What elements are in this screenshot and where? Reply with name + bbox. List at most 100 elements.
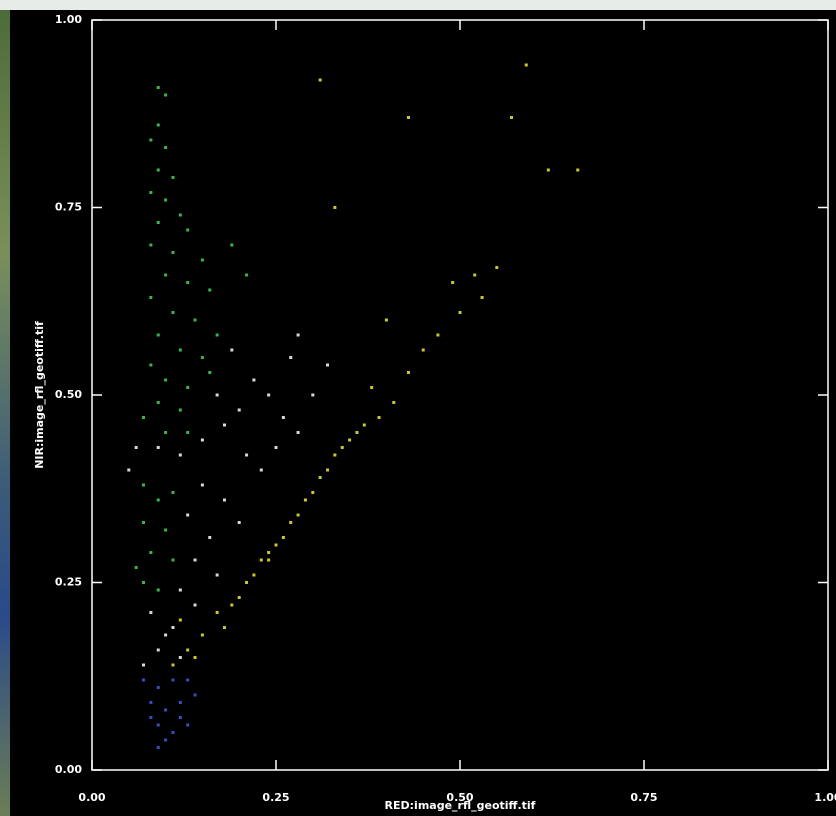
- scatter-point: [208, 288, 212, 292]
- scatter-point: [149, 701, 153, 704]
- scatter-point: [186, 648, 190, 652]
- scatter-point: [473, 273, 477, 277]
- scatter-point: [384, 318, 388, 322]
- scatter-point: [149, 716, 153, 719]
- scatter-point: [200, 438, 204, 442]
- scatter-point: [267, 558, 271, 562]
- scatter-point: [281, 416, 285, 419]
- scatter-point: [318, 476, 322, 479]
- scatter-point: [178, 348, 182, 352]
- scatter-point: [134, 566, 138, 569]
- scatter-point: [186, 678, 190, 682]
- scatter-point: [451, 281, 455, 284]
- x-tick-label: 0.25: [262, 791, 289, 804]
- scatter-point: [252, 573, 256, 577]
- scatter-point: [149, 243, 153, 247]
- scatter-point: [355, 431, 359, 434]
- scatter-point: [480, 296, 484, 299]
- scatter-point: [156, 686, 160, 689]
- scatter-point: [193, 318, 197, 322]
- scatter-point: [208, 536, 212, 539]
- scatter-point: [186, 386, 190, 389]
- scatter-point: [178, 213, 182, 217]
- scatter-point: [208, 371, 212, 374]
- scatter-point: [193, 603, 197, 607]
- scatter-point: [156, 333, 160, 337]
- scatter-point: [156, 746, 160, 749]
- scatter-point: [267, 393, 271, 397]
- scatter-point: [164, 633, 168, 637]
- scatter-point: [340, 446, 344, 449]
- scatter-point: [164, 708, 168, 712]
- scatter-point: [142, 581, 146, 584]
- scatter-point: [164, 738, 168, 742]
- scatter-point: [127, 468, 131, 472]
- scatter-point: [377, 416, 381, 419]
- scatter-point: [296, 333, 300, 337]
- y-axis-label: NIR:image_rfl_geotiff.tif: [33, 321, 46, 469]
- x-axis-label: RED:image_rfl_geotiff.tif: [385, 799, 536, 812]
- scatter-point: [156, 588, 160, 592]
- scatter-point: [348, 438, 352, 442]
- scatter-point: [215, 573, 219, 577]
- scatter-point: [171, 558, 175, 562]
- scatter-point: [149, 363, 153, 367]
- scatter-point: [178, 618, 182, 622]
- scatter-point: [281, 536, 285, 539]
- scatter-point: [259, 468, 263, 472]
- scatter-point: [193, 656, 197, 659]
- scatter-point: [193, 693, 197, 697]
- scatter-point: [178, 656, 182, 659]
- scatter-point: [164, 378, 168, 382]
- scatter-point: [222, 498, 226, 502]
- scatter-point: [156, 446, 160, 449]
- scatter-point: [296, 431, 300, 434]
- scatter-point: [326, 363, 330, 367]
- scatter-point: [524, 63, 528, 67]
- scatter-point: [149, 551, 153, 554]
- scatter-point: [311, 393, 315, 397]
- scatter-point: [436, 333, 440, 337]
- scatter-point: [200, 258, 204, 262]
- scatter-point: [311, 491, 315, 494]
- scatter-point: [576, 168, 580, 172]
- scatter-point: [149, 138, 153, 142]
- scatter-point: [178, 408, 182, 412]
- scatter-point: [142, 663, 146, 667]
- scatter-point: [215, 333, 219, 337]
- scatter-point: [230, 603, 234, 607]
- scatter-point: [171, 251, 175, 254]
- scatter-point: [171, 176, 175, 179]
- scatter-point: [245, 453, 249, 457]
- plot-background: [10, 10, 836, 816]
- scatter-point: [178, 716, 182, 719]
- scatter-point: [164, 273, 168, 277]
- scatter-point: [546, 168, 550, 172]
- scatter-point: [149, 191, 153, 194]
- scatter-point: [421, 348, 425, 352]
- scatter-point: [237, 521, 241, 524]
- y-tick-label: 0.75: [55, 201, 82, 214]
- scatter-point: [178, 701, 182, 704]
- scatter-point: [164, 93, 168, 97]
- scatter-point: [164, 146, 168, 149]
- scatter-point: [215, 393, 219, 397]
- scatter-point: [237, 408, 241, 412]
- scatter-point: [142, 678, 146, 682]
- scatter-point: [274, 543, 278, 547]
- scatter-point: [171, 731, 175, 734]
- scatter-point: [252, 378, 256, 382]
- x-tick-label: 0.75: [630, 791, 657, 804]
- y-tick-label: 0.25: [55, 576, 82, 589]
- scatter-point: [156, 401, 160, 404]
- scatter-point: [289, 356, 293, 359]
- scatter-point: [289, 521, 293, 524]
- scatter-point: [303, 498, 307, 502]
- scatter-point: [142, 483, 146, 487]
- scatter-point: [164, 198, 168, 202]
- scatter-point: [156, 498, 160, 502]
- y-tick-label: 0.00: [55, 763, 82, 776]
- scatter-point: [458, 311, 462, 314]
- scatter-point: [149, 296, 153, 299]
